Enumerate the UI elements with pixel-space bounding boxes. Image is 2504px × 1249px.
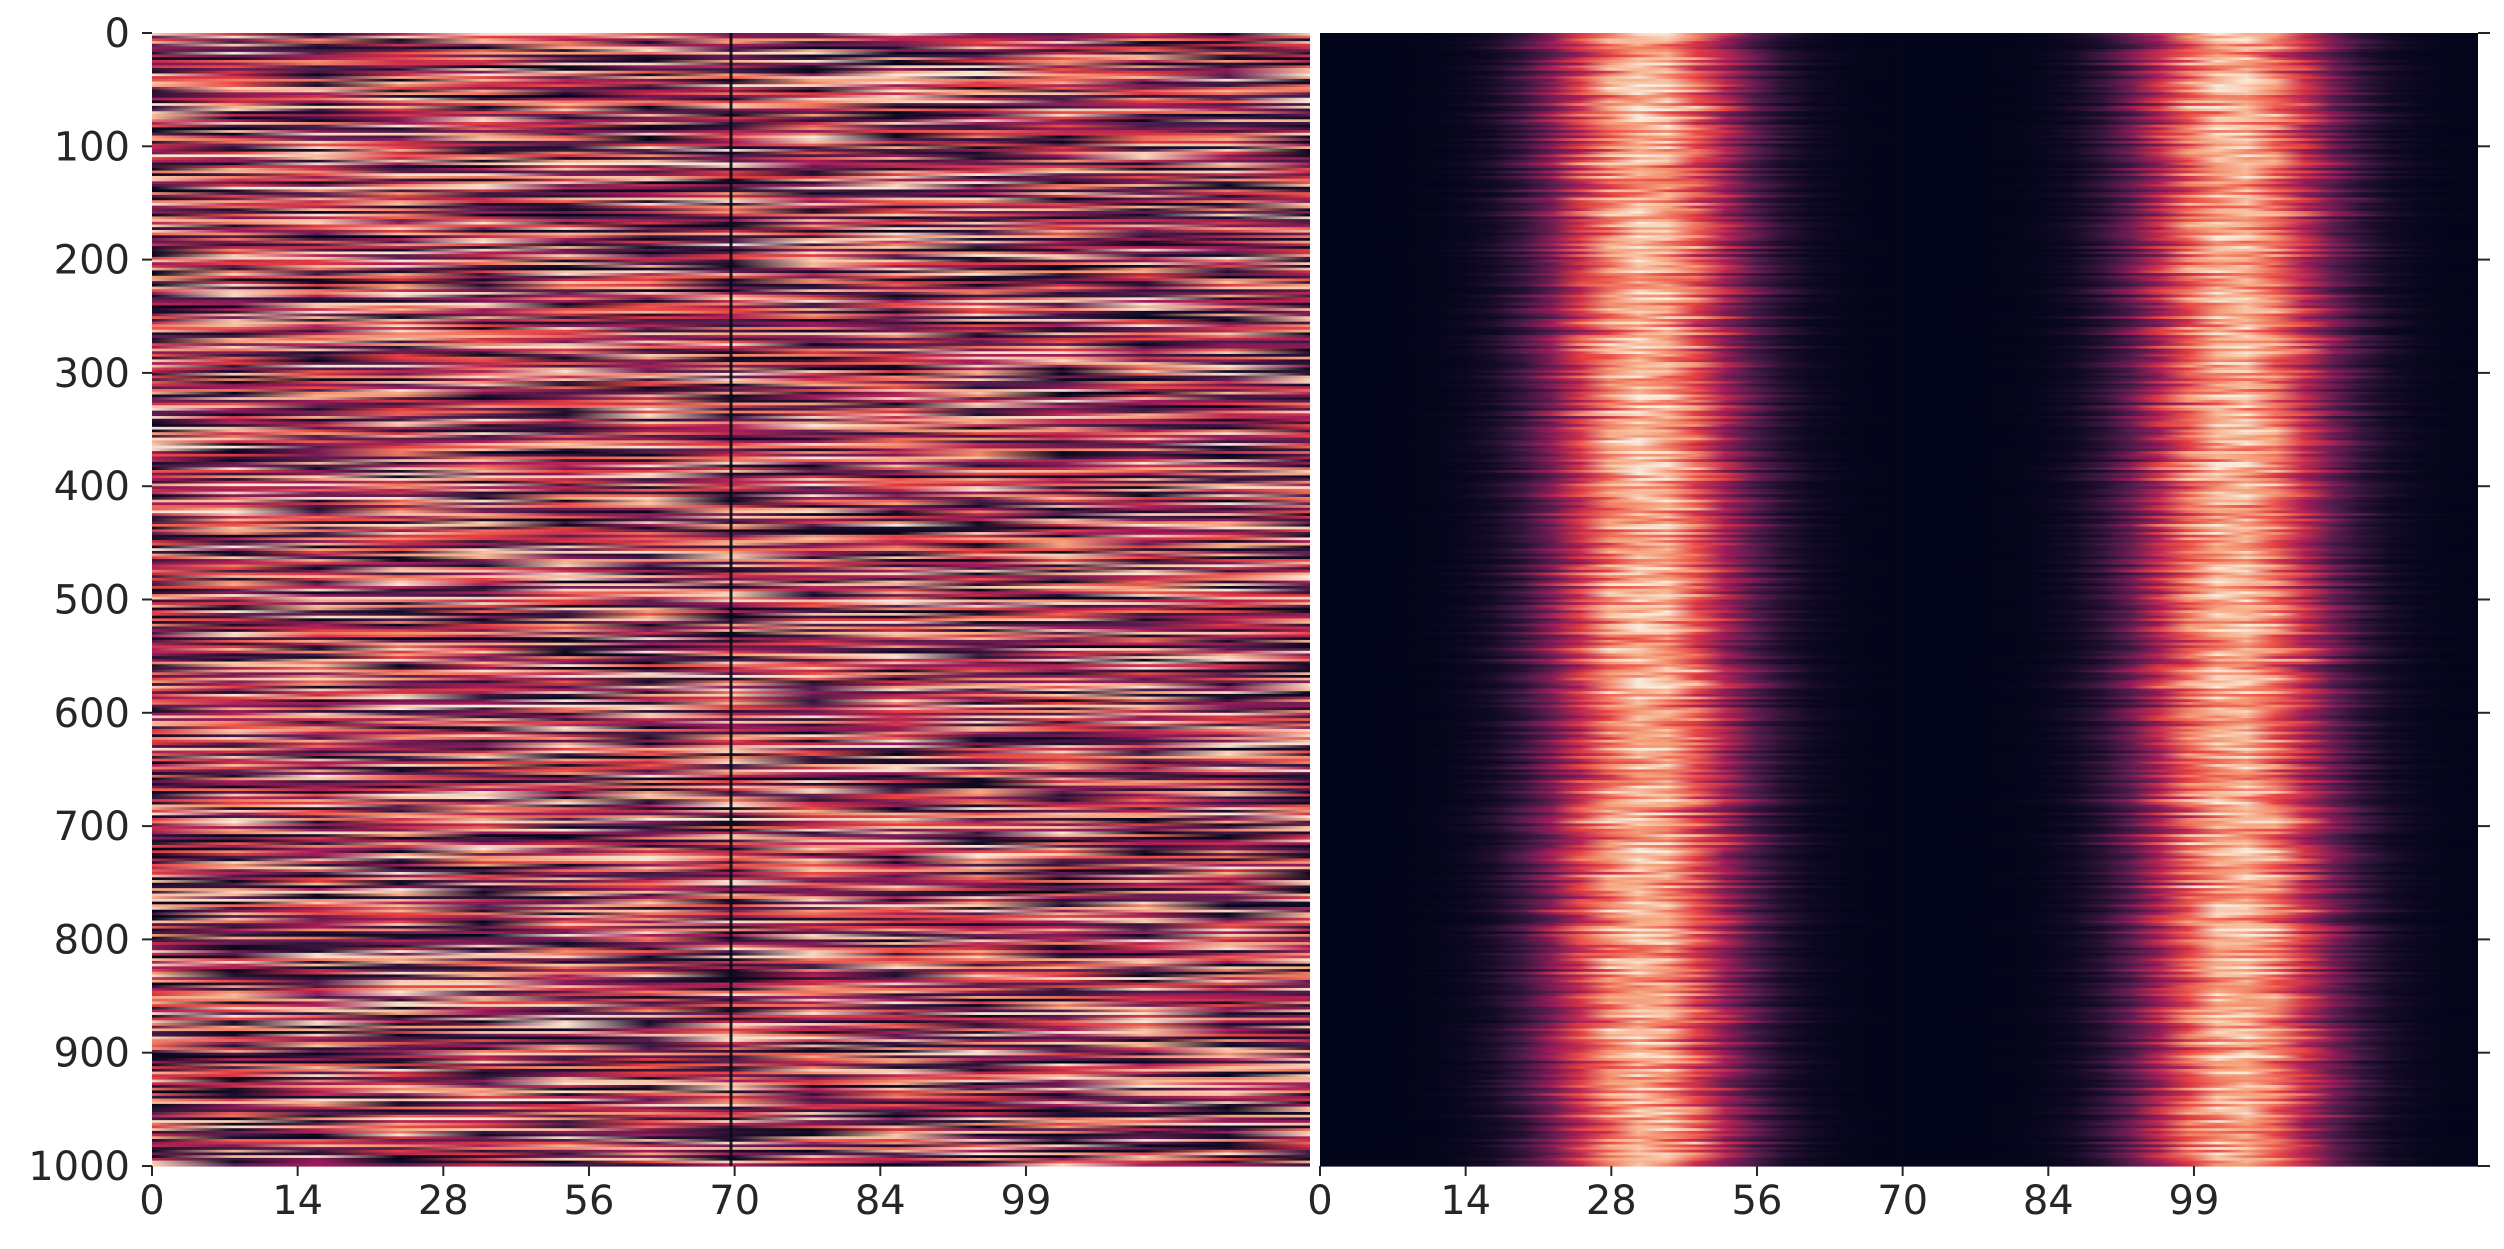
right-panel-axes: 0 14 28 56 70 84 99	[1307, 32, 2490, 1224]
right-x-tick-label: 56	[1732, 1178, 1783, 1224]
left-x-tick-label: 99	[1001, 1178, 1052, 1224]
y-tick-label: 400	[54, 464, 130, 510]
right-x-tick-label: 0	[1307, 1178, 1332, 1224]
left-x-tick-label: 56	[564, 1178, 615, 1224]
left-x-tick-label: 84	[855, 1178, 906, 1224]
right-x-tick-label: 14	[1440, 1178, 1491, 1224]
left-x-tick-label: 0	[139, 1178, 164, 1224]
y-tick-label: 900	[54, 1031, 130, 1077]
y-tick-label: 200	[54, 238, 130, 284]
y-tick-label: 1000	[28, 1144, 130, 1190]
right-x-tick-label: 84	[2023, 1178, 2074, 1224]
left-x-tick-label: 28	[418, 1178, 469, 1224]
right-x-tick-label: 28	[1586, 1178, 1637, 1224]
right-x-tick-label: 99	[2169, 1178, 2220, 1224]
left-x-tick-label: 70	[709, 1178, 760, 1224]
left-heatmap-panel	[152, 33, 1310, 1167]
left-x-tick-label: 14	[272, 1178, 323, 1224]
right-x-tick-label: 70	[1877, 1178, 1928, 1224]
left-panel-axes: 0 14 28 56 70 84 99 0 100 200 300 400 500 600 700 800 90…	[28, 11, 1051, 1224]
y-tick-label: 0	[105, 11, 130, 57]
y-tick-label: 500	[54, 578, 130, 624]
right-heatmap-panel	[1320, 33, 2478, 1167]
y-tick-label: 800	[54, 917, 130, 963]
y-tick-label: 100	[54, 124, 130, 170]
y-tick-label: 600	[54, 691, 130, 737]
y-tick-label: 700	[54, 804, 130, 850]
y-tick-label: 300	[54, 351, 130, 397]
